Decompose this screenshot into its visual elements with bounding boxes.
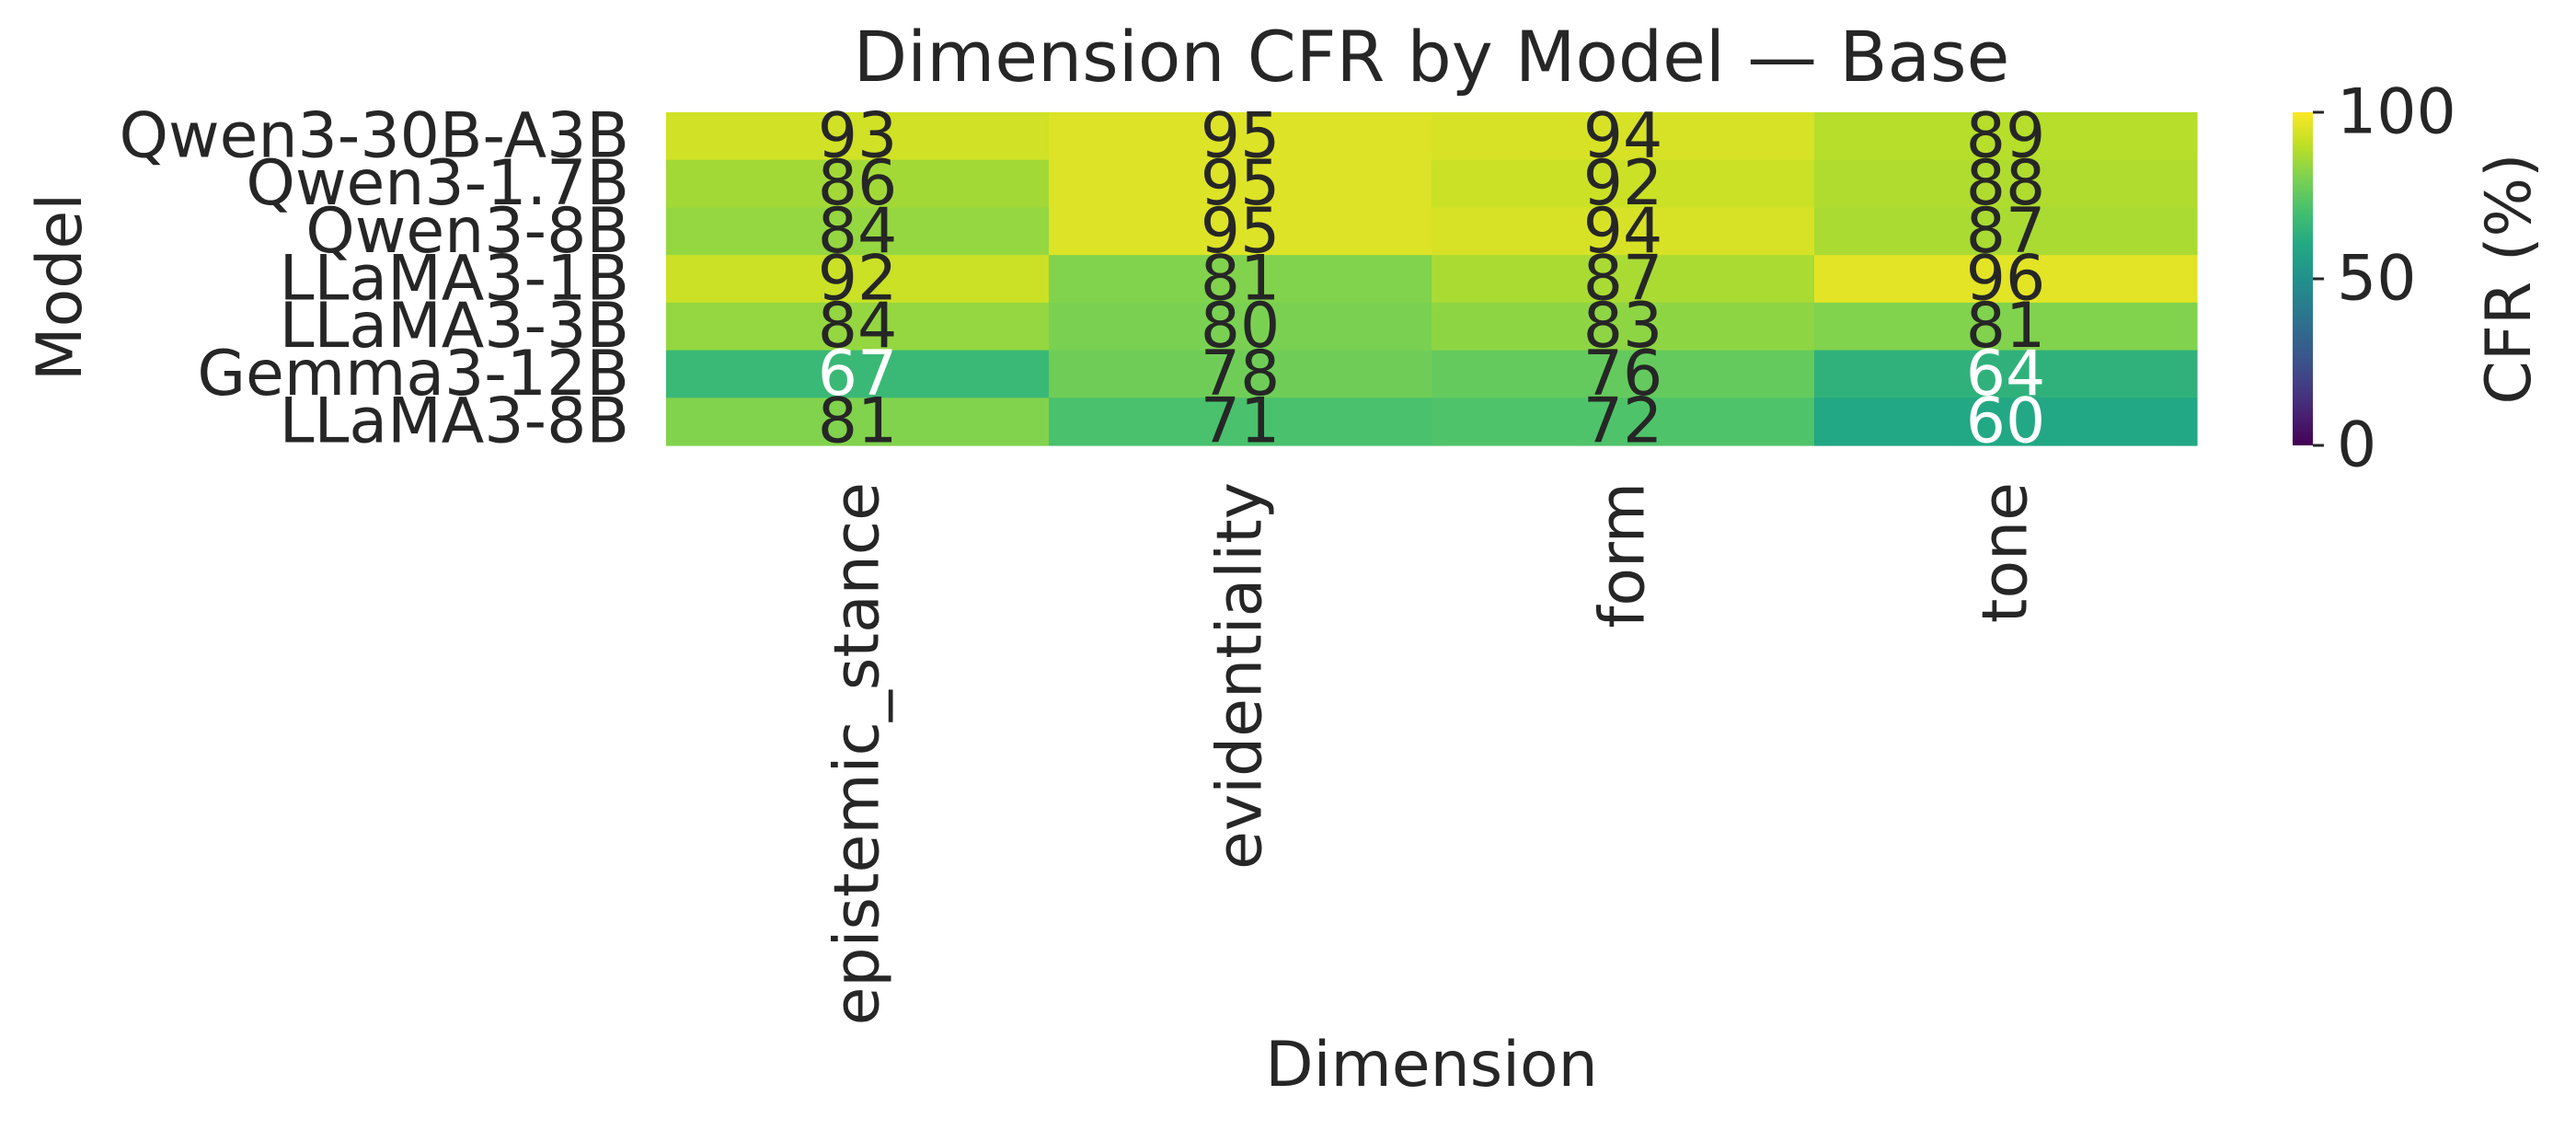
y-tick-label: LLaMA3-1B bbox=[280, 243, 629, 316]
cell-value-label: 76 bbox=[1583, 338, 1663, 410]
cell-value-label: 67 bbox=[818, 338, 898, 410]
cell-value-label: 87 bbox=[1966, 195, 2046, 268]
heatmap-cell bbox=[666, 159, 1050, 209]
cell-value-label: 92 bbox=[818, 243, 898, 316]
heatmap-cell bbox=[1814, 350, 2198, 398]
y-tick-label: LLaMA3-3B bbox=[280, 290, 629, 363]
colorbar-tick-label: 50 bbox=[2337, 243, 2417, 316]
heatmap-cell bbox=[1049, 302, 1432, 352]
cell-value-label: 72 bbox=[1583, 386, 1663, 458]
heatmap-cell bbox=[666, 302, 1050, 352]
heatmap-cell bbox=[1049, 112, 1432, 161]
cell-value-label: 81 bbox=[818, 386, 898, 458]
y-axis-label: Model bbox=[24, 193, 97, 381]
x-tick-label: evidentiality bbox=[1204, 482, 1277, 870]
y-tick-label: Qwen3-1.7B bbox=[246, 147, 629, 220]
heatmap-cell bbox=[1432, 398, 1815, 446]
cell-value-label: 93 bbox=[818, 99, 898, 172]
heatmap-cells bbox=[666, 112, 2198, 446]
x-tick-label: epistemic_stance bbox=[822, 482, 894, 1025]
heatmap-cell bbox=[1049, 159, 1432, 209]
heatmap-cell bbox=[666, 350, 1050, 398]
heatmap-cell bbox=[666, 398, 1050, 446]
heatmap-cell bbox=[1049, 350, 1432, 398]
heatmap-cell bbox=[1432, 302, 1815, 352]
heatmap-cell bbox=[1432, 112, 1815, 161]
heatmap-cell bbox=[1432, 350, 1815, 398]
heatmap-cell bbox=[1814, 207, 2198, 256]
heatmap-cell bbox=[1432, 207, 1815, 256]
cell-value-label: 64 bbox=[1966, 338, 2046, 410]
heatmap-cell bbox=[1814, 112, 2198, 161]
heatmap-cell bbox=[1814, 159, 2198, 209]
heatmap-cell bbox=[1432, 255, 1815, 304]
heatmap-cell bbox=[666, 207, 1050, 256]
x-tick-labels: epistemic_stance evidentiality form tone bbox=[822, 482, 2042, 1025]
y-tick-label: LLaMA3-8B bbox=[280, 386, 629, 458]
cell-value-label: 71 bbox=[1201, 386, 1281, 458]
cell-value-label: 94 bbox=[1583, 195, 1663, 268]
y-tick-label: Qwen3-8B bbox=[305, 195, 629, 268]
colorbar-ticks: 0 50 100 bbox=[2313, 76, 2456, 482]
heatmap-cell bbox=[1814, 302, 2198, 352]
x-tick-label: tone bbox=[1970, 482, 2042, 623]
heatmap-cell bbox=[1814, 255, 2198, 304]
cell-value-label: 89 bbox=[1966, 99, 2046, 172]
heatmap-cell bbox=[1049, 398, 1432, 446]
heatmap-cell bbox=[666, 255, 1050, 304]
y-tick-label: Qwen3-30B-A3B bbox=[119, 99, 629, 172]
cell-value-label: 96 bbox=[1966, 243, 2046, 316]
y-tick-label: Gemma3-12B bbox=[197, 338, 629, 410]
cell-value-label: 60 bbox=[1966, 386, 2046, 458]
colorbar-tick-label: 0 bbox=[2337, 409, 2376, 482]
cell-value-label: 81 bbox=[1966, 290, 2046, 363]
colorbar bbox=[2293, 112, 2313, 445]
cell-value-label: 81 bbox=[1201, 243, 1281, 316]
x-tick-label: form bbox=[1587, 482, 1660, 628]
x-axis-label: Dimension bbox=[1265, 1029, 1597, 1101]
colorbar-label: CFR (%) bbox=[2473, 153, 2546, 404]
chart-title: Dimension CFR by Model — Base bbox=[854, 16, 2010, 98]
cell-value-label: 94 bbox=[1583, 99, 1663, 172]
cell-value-label: 95 bbox=[1201, 99, 1281, 172]
cell-value-label: 84 bbox=[818, 290, 898, 363]
cell-value-label: 95 bbox=[1201, 147, 1281, 220]
heatmap-cell bbox=[1432, 159, 1815, 209]
colorbar-tick-label: 100 bbox=[2337, 76, 2456, 149]
y-tick-labels: Qwen3-30B-A3BQwen3-1.7BQwen3-8BLLaMA3-1B… bbox=[119, 99, 629, 457]
cell-value-label: 88 bbox=[1966, 147, 2046, 220]
cell-value-label: 87 bbox=[1583, 243, 1663, 316]
heatmap-cell bbox=[666, 112, 1050, 161]
cell-value-label: 83 bbox=[1583, 290, 1663, 363]
cell-value-label: 84 bbox=[818, 195, 898, 268]
heatmap-cell bbox=[1049, 207, 1432, 256]
cell-value-label: 80 bbox=[1201, 290, 1281, 363]
heatmap-cell bbox=[1049, 255, 1432, 304]
cell-value-label: 78 bbox=[1201, 338, 1281, 410]
cell-value-label: 86 bbox=[818, 147, 898, 220]
cell-value-label: 92 bbox=[1583, 147, 1663, 220]
heatmap-cell bbox=[1814, 398, 2198, 446]
cell-value-label: 95 bbox=[1201, 195, 1281, 268]
